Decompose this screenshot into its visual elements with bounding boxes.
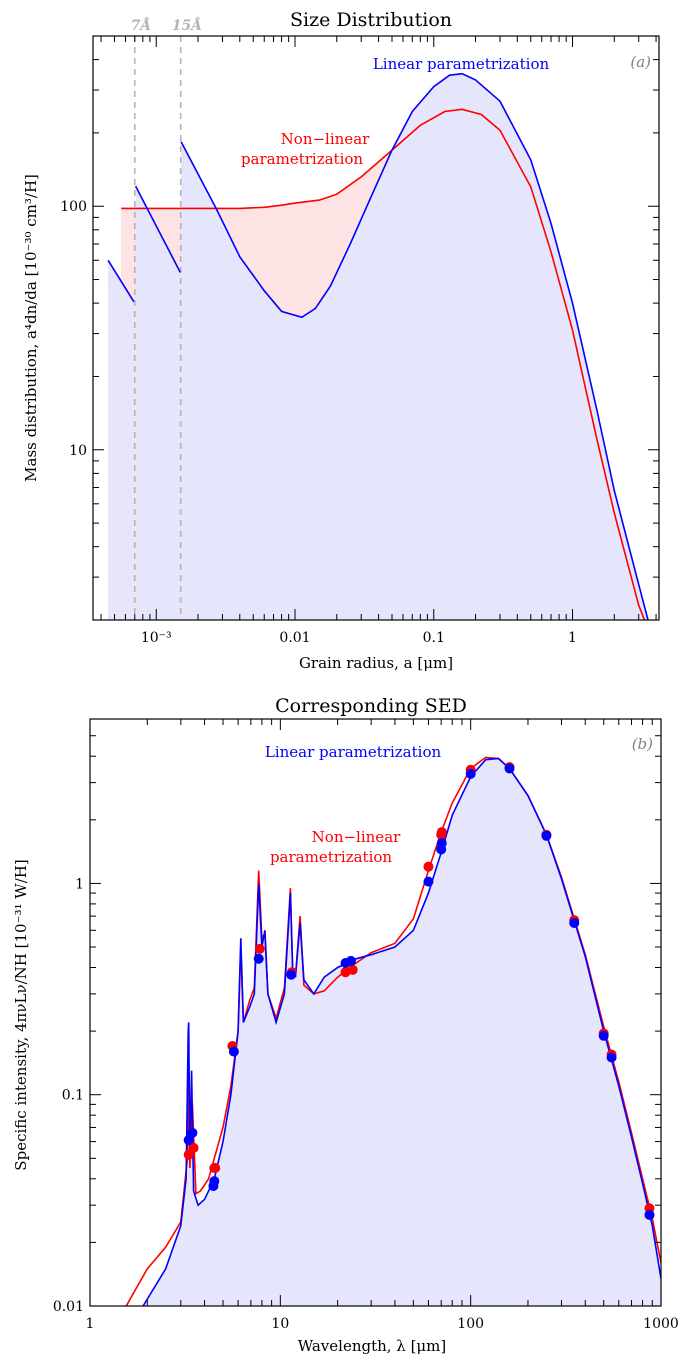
marker-label-7a: 7Å	[131, 16, 152, 34]
linear-data-point	[423, 876, 434, 887]
panel-a-title: Size Distribution	[290, 9, 452, 31]
nonlinear-series-line	[121, 108, 646, 620]
linear-data-point	[286, 969, 297, 980]
panel-b-ylabel: Specific intensity, 4πνLν/NH [10⁻³¹ W/H]	[12, 859, 30, 1170]
linear-data-point	[598, 1030, 609, 1041]
panel-b-ytick-label: 0.01	[53, 1299, 84, 1315]
panel-a-frame	[92, 35, 660, 621]
linear-data-point	[465, 768, 476, 779]
panel-b-linear-label: Linear parametrization	[265, 743, 442, 761]
linear-series-line	[107, 259, 135, 303]
panel-a-xlabel: Grain radius, a [μm]	[299, 654, 453, 672]
panel-b-clipped-group	[125, 756, 661, 1306]
panel-b-plot-area	[125, 756, 661, 1306]
panel-b-xtick-label: 10	[271, 1316, 289, 1332]
panel-a-ylabel: Mass distribution, a⁴dn/da [10⁻³⁰ cm³/H]	[22, 174, 40, 482]
linear-data-point	[504, 763, 515, 774]
sed-panel: Corresponding SED (b) Linear parametriza…	[12, 695, 679, 1355]
panel-a-clipped-group	[107, 36, 649, 620]
panel-b-xlabel: Wavelength, λ [μm]	[298, 1337, 447, 1355]
linear-data-point	[228, 1046, 239, 1057]
panel-a-xtick-label: 0.1	[423, 630, 445, 646]
panel-a-plot-area	[107, 36, 649, 620]
linear-fill-area	[181, 73, 648, 620]
panel-a-tag: (a)	[630, 53, 651, 71]
linear-data-point	[345, 955, 356, 966]
linear-series-line	[134, 185, 182, 273]
panel-b-nonlinear-label-line1: Non−linear	[312, 828, 401, 846]
panel-a-xtick-label: 1	[568, 630, 577, 646]
linear-fill-area	[135, 186, 181, 620]
nonlinear-data-point	[436, 827, 447, 838]
linear-data-point	[541, 830, 552, 841]
marker-label-15a: 15Å	[172, 16, 202, 34]
linear-data-point	[187, 1127, 198, 1138]
panel-b-tag: (b)	[632, 735, 653, 753]
panel-a-linear-label: Linear parametrization	[373, 55, 550, 73]
nonlinear-data-point	[347, 964, 358, 975]
panel-a-nonlinear-label-line2: parametrization	[241, 150, 363, 168]
panel-a-ytick-label: 100	[60, 199, 87, 215]
linear-data-point	[436, 838, 447, 849]
panel-b-xtick-label: 100	[457, 1316, 484, 1332]
panel-a-nonlinear-label-line1: Non−linear	[281, 130, 370, 148]
linear-data-point	[253, 953, 264, 964]
linear-data-point	[569, 917, 580, 928]
panel-b-xtick-label: 1	[86, 1316, 95, 1332]
panel-a-ticks: 10⁻³ 0.01 0.1 1 10 100	[60, 35, 659, 646]
panel-b-ticks: 1 10 100 1000 0.01 0.1 1	[53, 718, 679, 1332]
linear-data-point	[606, 1052, 617, 1063]
linear-series-line	[180, 72, 649, 620]
panel-b-ytick-label: 1	[75, 876, 84, 892]
panel-a-xtick-label: 0.01	[279, 630, 310, 646]
linear-fill-area	[143, 758, 661, 1306]
size-distribution-panel: Size Distribution 7Å 15Å (a) Linear para…	[22, 9, 660, 672]
nonlinear-data-point	[423, 861, 434, 872]
panel-b-nonlinear-label-line2: parametrization	[270, 848, 392, 866]
nonlinear-data-point	[210, 1162, 221, 1173]
panel-a-xtick-label: 10⁻³	[141, 630, 172, 646]
nonlinear-data-point	[254, 943, 265, 954]
panel-b-frame	[89, 718, 662, 1307]
panel-a-ytick-label: 10	[69, 443, 87, 459]
panel-b-title: Corresponding SED	[275, 695, 467, 717]
nonlinear-data-point	[188, 1142, 199, 1153]
panel-b-ytick-label: 0.1	[62, 1088, 84, 1104]
linear-data-point	[644, 1209, 655, 1220]
panel-b-xtick-label: 1000	[643, 1316, 679, 1332]
linear-data-point	[209, 1176, 220, 1187]
